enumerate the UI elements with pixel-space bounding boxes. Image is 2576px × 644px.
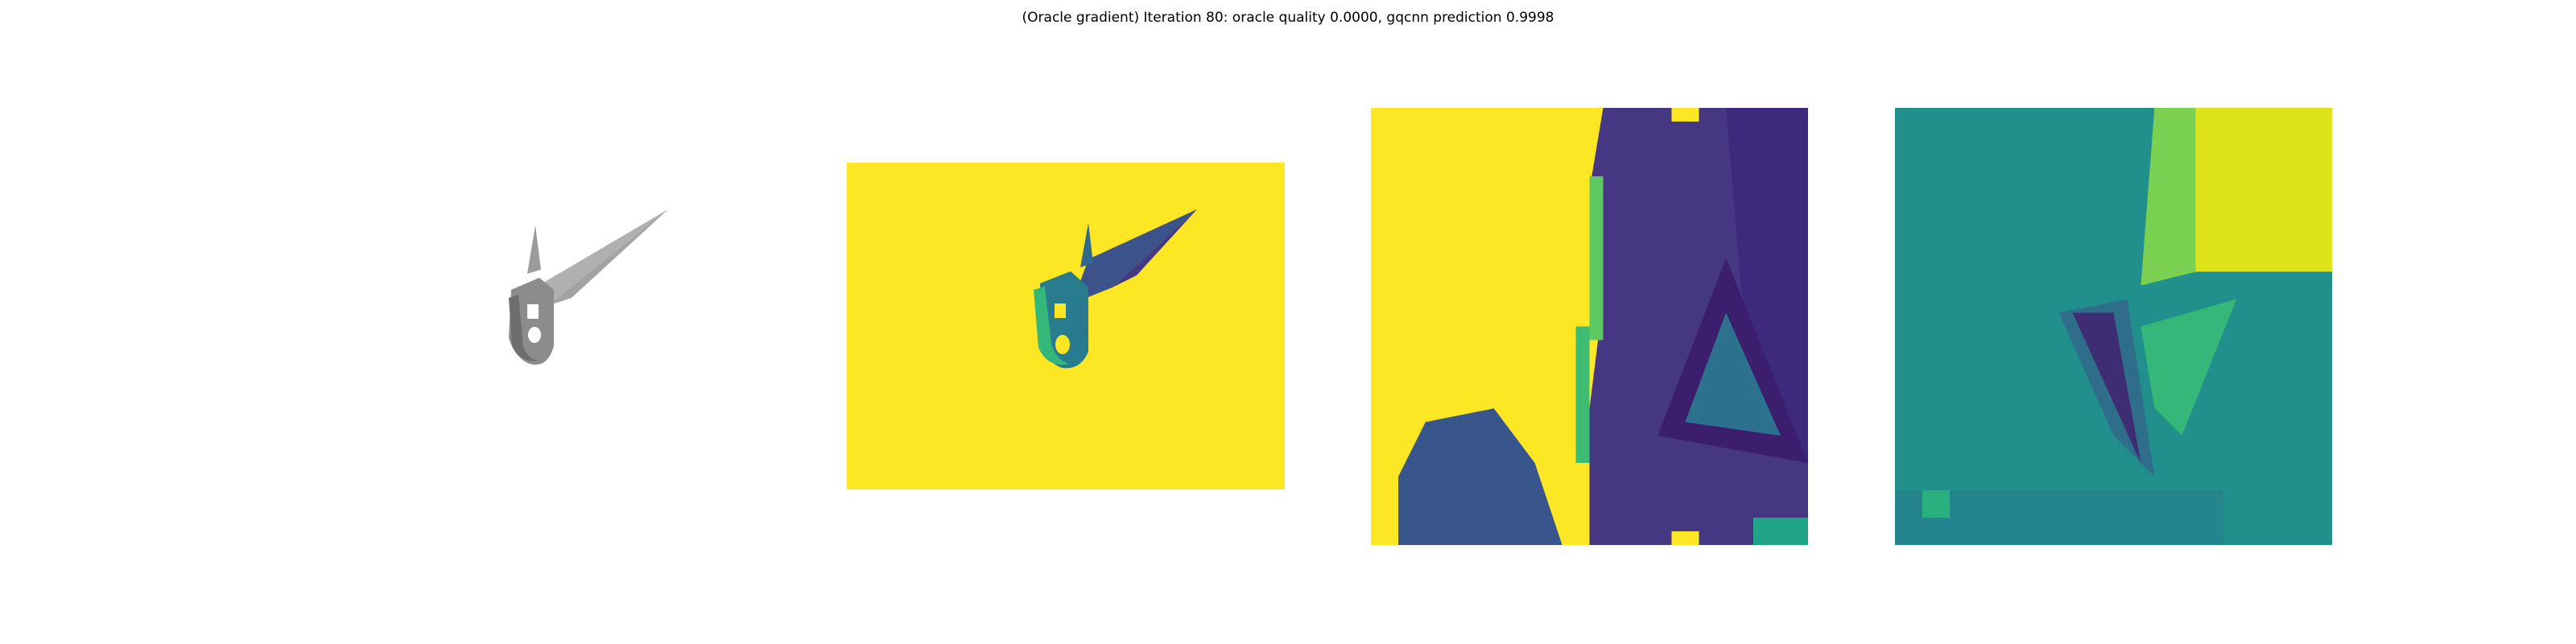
object-hole-top xyxy=(527,304,539,319)
oracle-gradient-image xyxy=(1895,108,2332,545)
depth-crop-panel xyxy=(1371,108,1808,545)
crop-edge-yellow-top xyxy=(1671,108,1699,122)
object-blade-edge xyxy=(547,209,668,306)
depth-image-panel xyxy=(847,163,1285,489)
crop-triangle-inner xyxy=(1685,312,1781,436)
crop-edge-green-2 xyxy=(1575,326,1590,464)
object-blade xyxy=(519,209,668,318)
depth-image xyxy=(847,163,1285,489)
grad-center-light xyxy=(2140,299,2237,436)
crop-edge-teal xyxy=(1753,518,1808,545)
depth-spike xyxy=(1080,223,1093,267)
crop-edge-yellow-bottom xyxy=(1671,531,1699,545)
grad-spot xyxy=(1922,490,1950,518)
grad-dark-halo xyxy=(2058,299,2155,477)
grad-top-right-green xyxy=(2140,108,2196,286)
crop-darker-band xyxy=(1726,108,1808,464)
object-hole-bottom xyxy=(528,327,541,343)
depth-blade-edge xyxy=(1113,209,1197,287)
object-clip-shade xyxy=(509,295,538,361)
depth-hole-top xyxy=(1055,303,1066,318)
rendered-object-image xyxy=(509,209,668,365)
crop-lower-left-blob xyxy=(1397,408,1563,545)
depth-hole-bottom xyxy=(1055,335,1070,354)
oracle-gradient-panel xyxy=(1895,108,2332,545)
rendered-object-panel xyxy=(451,185,708,394)
depth-inner-face xyxy=(1071,299,1087,348)
depth-clip-rim xyxy=(1034,287,1069,365)
depth-crop-image xyxy=(1371,108,1808,545)
depth-blade xyxy=(1072,209,1197,303)
object-spike xyxy=(527,225,541,274)
crop-edge-green-1 xyxy=(1589,175,1604,341)
figure-title: (Oracle gradient) Iteration 80: oracle q… xyxy=(1022,10,1554,26)
grad-top-right-yellow xyxy=(2154,108,2332,272)
